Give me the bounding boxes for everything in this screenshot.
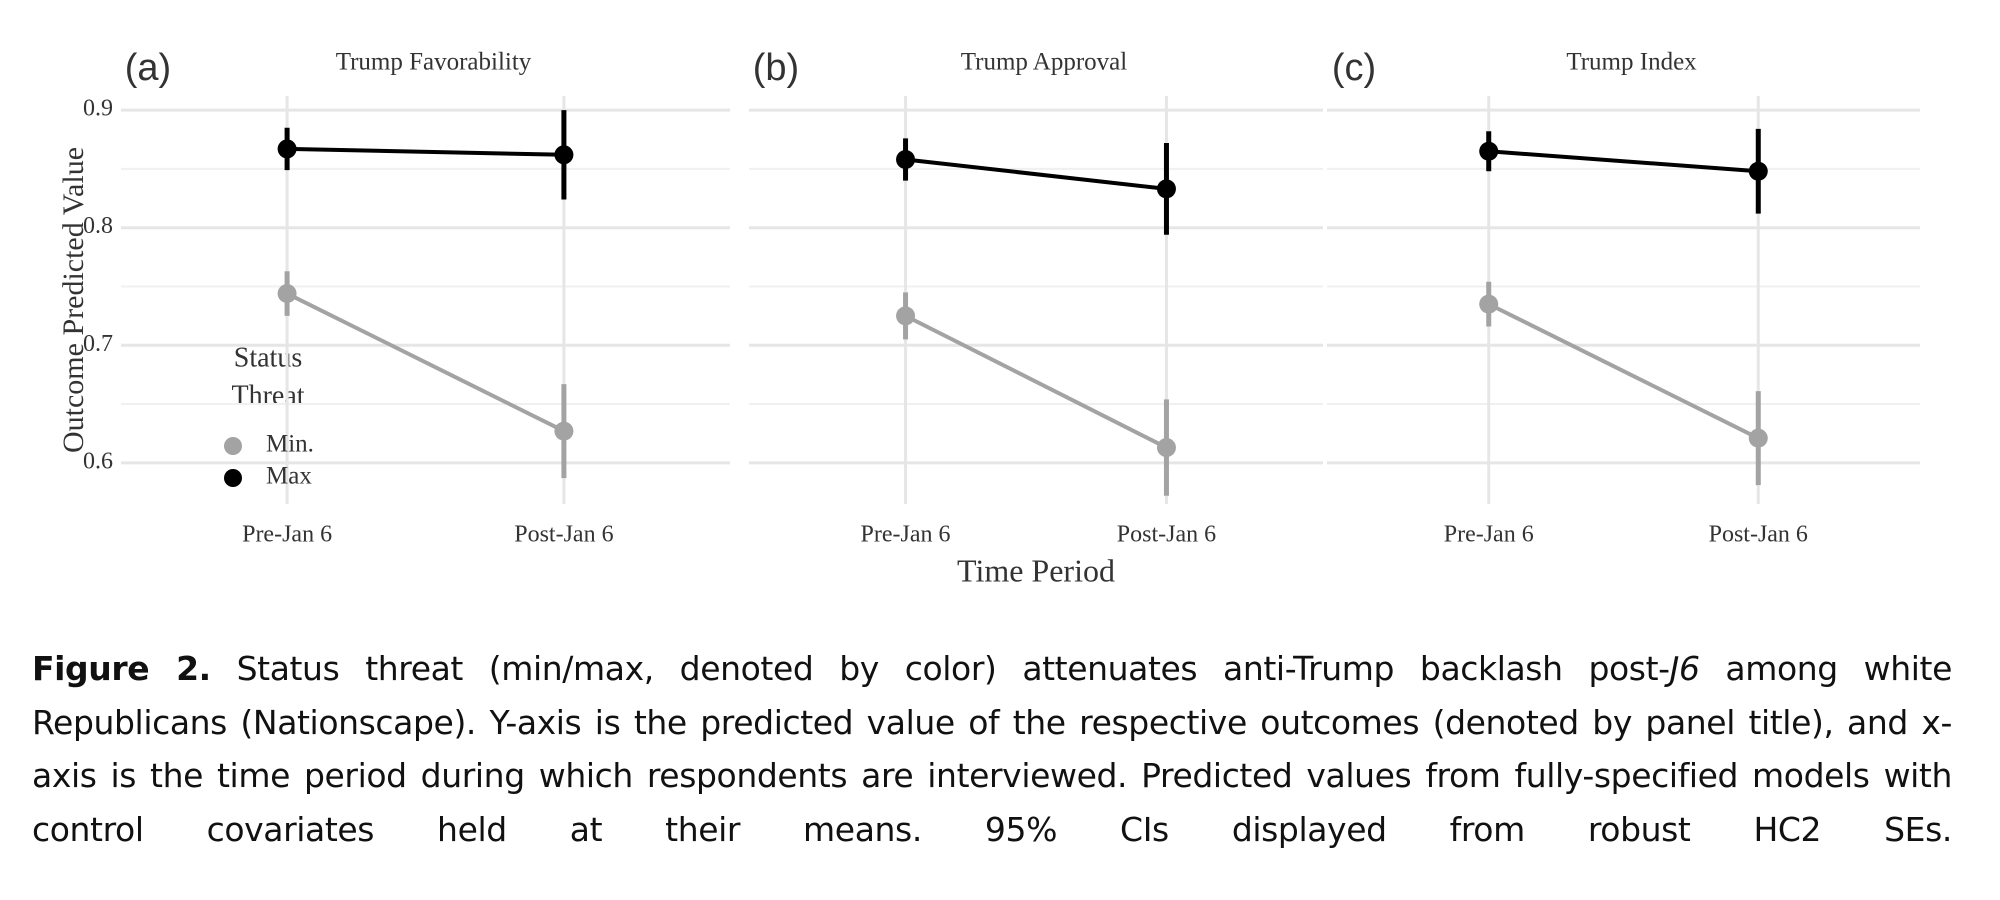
series-line: [1487, 302, 1760, 440]
caption-text: among white Republicans (Nationscape). Y…: [32, 649, 1952, 849]
point: [554, 145, 574, 165]
point: [554, 421, 574, 441]
series-line: [1488, 149, 1759, 174]
panel-label: (c): [1332, 47, 1376, 89]
point: [896, 306, 916, 326]
panel-label: (b): [753, 47, 799, 89]
series-line: [286, 291, 565, 433]
panel-title: Trump Approval: [961, 49, 1128, 76]
y-axis-label: Outcome Predicted Value: [57, 147, 90, 453]
point: [1748, 161, 1768, 181]
legend-label: Max: [266, 463, 312, 490]
x-tick-label: Pre-Jan 6: [242, 522, 332, 548]
y-tick-label: 0.9: [83, 96, 113, 122]
y-tick-label: 0.6: [83, 448, 113, 474]
point: [1479, 141, 1499, 161]
point: [277, 139, 297, 159]
panel-title: Trump Index: [1566, 49, 1697, 76]
y-tick-label: 0.7: [83, 331, 113, 357]
caption-label: Figure 2.: [32, 649, 211, 688]
point: [277, 284, 297, 304]
x-tick-label: Post-Jan 6: [1117, 522, 1216, 548]
x-tick-label: Pre-Jan 6: [1444, 522, 1534, 548]
legend-title: Threat: [231, 380, 304, 411]
y-tick-label: 0.8: [83, 213, 113, 239]
x-tick-label: Post-Jan 6: [1709, 522, 1808, 548]
series-line: [905, 157, 1167, 191]
caption: Figure 2. Status threat (min/max, denote…: [32, 642, 1952, 856]
caption-text: Status threat (min/max, denoted by color…: [236, 649, 1670, 688]
x-axis-label: Time Period: [957, 552, 1115, 588]
legend-swatch: [224, 437, 242, 455]
point: [1156, 438, 1176, 458]
series-line: [904, 314, 1168, 450]
chart: Outcome Predicted Value Time Period Stat…: [57, 47, 1920, 588]
series-line: [287, 146, 564, 157]
panel-label: (a): [125, 47, 171, 89]
x-tick-label: Pre-Jan 6: [861, 522, 951, 548]
legend-title: Status: [234, 342, 302, 373]
panel-title: Trump Favorability: [336, 49, 532, 76]
legend-label: Min.: [266, 431, 314, 458]
point: [896, 149, 916, 169]
caption-italic: J6: [1669, 649, 1700, 688]
point: [1748, 428, 1768, 448]
legend-swatch: [224, 469, 242, 487]
point: [1156, 179, 1176, 199]
point: [1479, 294, 1499, 314]
x-tick-label: Post-Jan 6: [514, 522, 613, 548]
